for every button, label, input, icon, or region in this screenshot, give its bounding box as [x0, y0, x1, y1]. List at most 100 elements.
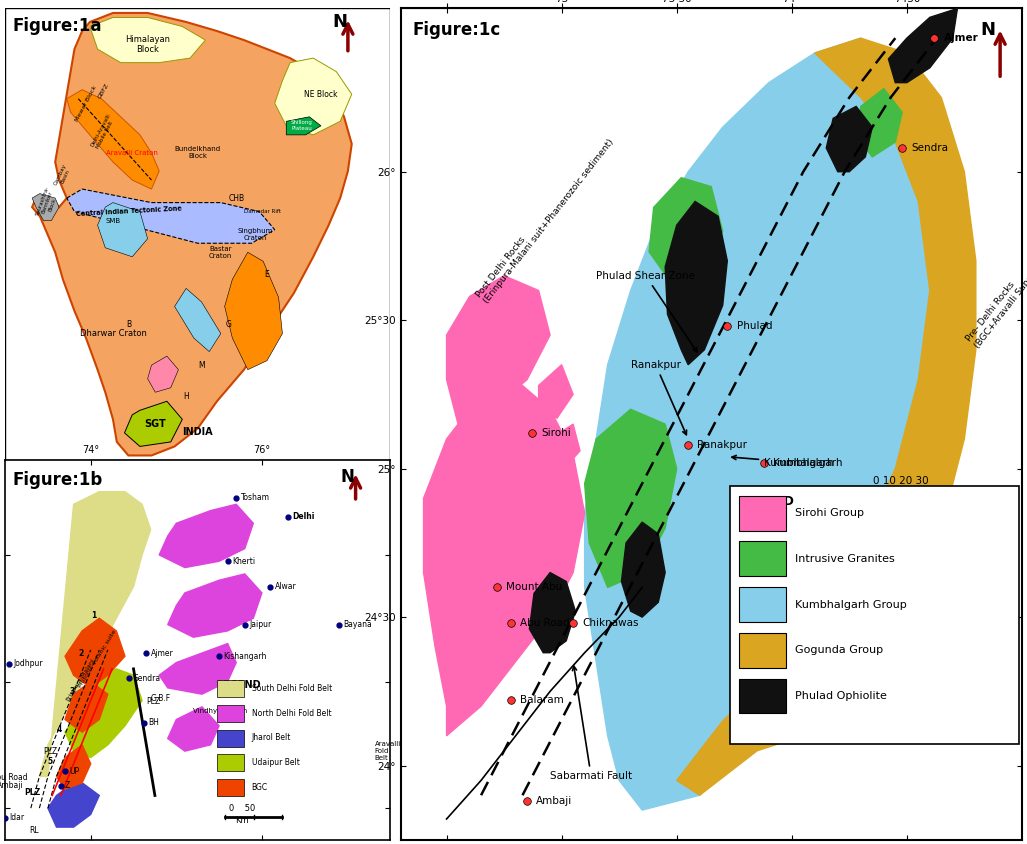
Text: Cambay
Basin: Cambay Basin — [53, 163, 73, 188]
Text: South Delhi Fold Belt: South Delhi Fold Belt — [252, 684, 332, 693]
Text: LEGEND: LEGEND — [217, 680, 261, 690]
Text: Pre- Delhi Rocks
(BGC+Aravalli Supergroup): Pre- Delhi Rocks (BGC+Aravalli Supergrou… — [964, 241, 1027, 350]
Text: PLZ: PLZ — [24, 788, 40, 798]
Text: Dharwar Craton: Dharwar Craton — [79, 329, 147, 338]
Text: Sirohi Group: Sirohi Group — [795, 508, 864, 518]
Text: Kherti: Kherti — [232, 557, 255, 565]
Text: Ajmer: Ajmer — [151, 648, 174, 657]
Text: Plutonic-volanic suite: Plutonic-volanic suite — [78, 630, 118, 689]
Polygon shape — [65, 669, 142, 758]
Text: Km: Km — [235, 815, 249, 825]
Text: N: N — [333, 13, 348, 31]
Text: Saurashtra-
Banniker
Block: Saurashtra- Banniker Block — [34, 185, 61, 220]
Polygon shape — [274, 58, 351, 135]
Text: Delhi-Aravalli
Mobile Belt: Delhi-Aravalli Mobile Belt — [90, 112, 117, 150]
Text: Vindhyan Basin: Vindhyan Basin — [193, 708, 248, 714]
Text: N: N — [341, 468, 355, 485]
Text: M: M — [198, 360, 204, 370]
Text: Phulad Shear Zone: Phulad Shear Zone — [596, 271, 697, 352]
Text: Sabarmati Fault: Sabarmati Fault — [550, 666, 633, 782]
Text: BGC: BGC — [252, 783, 268, 792]
Polygon shape — [888, 8, 957, 83]
Text: Intrusive Granites: Intrusive Granites — [795, 554, 895, 564]
Text: Ambaji: Ambaji — [0, 782, 24, 791]
Polygon shape — [67, 189, 274, 243]
Text: INDIA: INDIA — [183, 427, 213, 437]
Polygon shape — [48, 783, 100, 827]
Text: PLZ: PLZ — [44, 747, 58, 756]
Text: Ranakpur: Ranakpur — [697, 440, 748, 450]
Text: Gogunda: Gogunda — [766, 618, 813, 628]
Bar — [739, 495, 786, 531]
Polygon shape — [148, 356, 179, 392]
Text: SMB: SMB — [106, 218, 120, 224]
Text: CHB: CHB — [228, 193, 244, 203]
Polygon shape — [545, 424, 580, 472]
Polygon shape — [827, 106, 872, 171]
Bar — [739, 541, 786, 576]
Text: B: B — [126, 320, 130, 329]
Text: 4: 4 — [56, 725, 62, 734]
Polygon shape — [649, 178, 723, 290]
Text: Damodar Rift: Damodar Rift — [244, 209, 280, 214]
Text: UP: UP — [70, 767, 79, 776]
Polygon shape — [32, 193, 60, 220]
Bar — [217, 680, 244, 697]
Polygon shape — [67, 89, 159, 189]
Bar — [217, 755, 244, 771]
Polygon shape — [665, 202, 727, 365]
Polygon shape — [423, 380, 584, 736]
Bar — [217, 705, 244, 722]
Text: Phulad: Phulad — [736, 321, 772, 331]
Polygon shape — [225, 252, 282, 370]
Text: Bayana: Bayana — [343, 620, 372, 629]
Text: G.B.F: G.B.F — [151, 694, 170, 702]
Text: Jharol Belt: Jharol Belt — [252, 733, 291, 743]
Bar — [739, 679, 786, 713]
Bar — [739, 633, 786, 668]
Text: Sendra: Sendra — [911, 143, 948, 153]
Text: Sirohi: Sirohi — [541, 428, 571, 438]
Text: 2: 2 — [78, 649, 83, 658]
Polygon shape — [538, 365, 573, 418]
Bar — [739, 587, 786, 622]
Text: Singbhum
Craton: Singbhum Craton — [238, 228, 273, 241]
Polygon shape — [56, 744, 90, 789]
Polygon shape — [584, 38, 964, 810]
Text: Abu Road: Abu Road — [521, 618, 570, 628]
Text: Udaipur Belt: Udaipur Belt — [252, 758, 300, 767]
Text: Alwar: Alwar — [274, 582, 297, 591]
Text: Post Delhi Rocks
(Erinpura-Malani suit+Phanerozoic sediment): Post Delhi Rocks (Erinpura-Malani suit+P… — [474, 132, 616, 306]
Text: E: E — [265, 270, 269, 279]
Text: N: N — [980, 21, 995, 39]
Polygon shape — [447, 276, 550, 424]
Text: Kumbhalgarh: Kumbhalgarh — [732, 456, 834, 468]
Text: Bastar
Craton: Bastar Craton — [210, 246, 232, 259]
Text: Abu Road: Abu Road — [0, 773, 27, 782]
Text: H: H — [183, 392, 189, 401]
Text: Figure:1b: Figure:1b — [12, 471, 103, 490]
Text: Kumbhalgarh: Kumbhalgarh — [773, 457, 843, 468]
Text: Phulad Ophiolite: Phulad Ophiolite — [795, 691, 887, 701]
Text: Jodhpur: Jodhpur — [13, 659, 43, 668]
Polygon shape — [529, 572, 575, 652]
Polygon shape — [90, 18, 205, 62]
Text: 0    50: 0 50 — [229, 804, 255, 814]
Polygon shape — [98, 203, 148, 257]
Polygon shape — [621, 522, 665, 617]
Text: 0 10 20 30: 0 10 20 30 — [873, 477, 928, 486]
Text: Aravalli
Fold
Belt: Aravalli Fold Belt — [375, 740, 402, 760]
Text: NE Block: NE Block — [304, 89, 338, 99]
Polygon shape — [65, 618, 125, 688]
Text: BH: BH — [148, 718, 159, 728]
Text: North Delhi Fold Belt: North Delhi Fold Belt — [252, 709, 332, 717]
Text: SGT: SGT — [145, 419, 166, 429]
Text: Tosham: Tosham — [240, 494, 269, 502]
Text: Jaipur: Jaipur — [249, 620, 271, 629]
Polygon shape — [167, 706, 219, 751]
Text: RL: RL — [29, 826, 39, 836]
Text: G: G — [226, 320, 231, 329]
Text: Bundelkhand
Block: Bundelkhand Block — [175, 146, 221, 160]
Text: GBFZ: GBFZ — [98, 83, 110, 100]
Bar — [217, 729, 244, 747]
